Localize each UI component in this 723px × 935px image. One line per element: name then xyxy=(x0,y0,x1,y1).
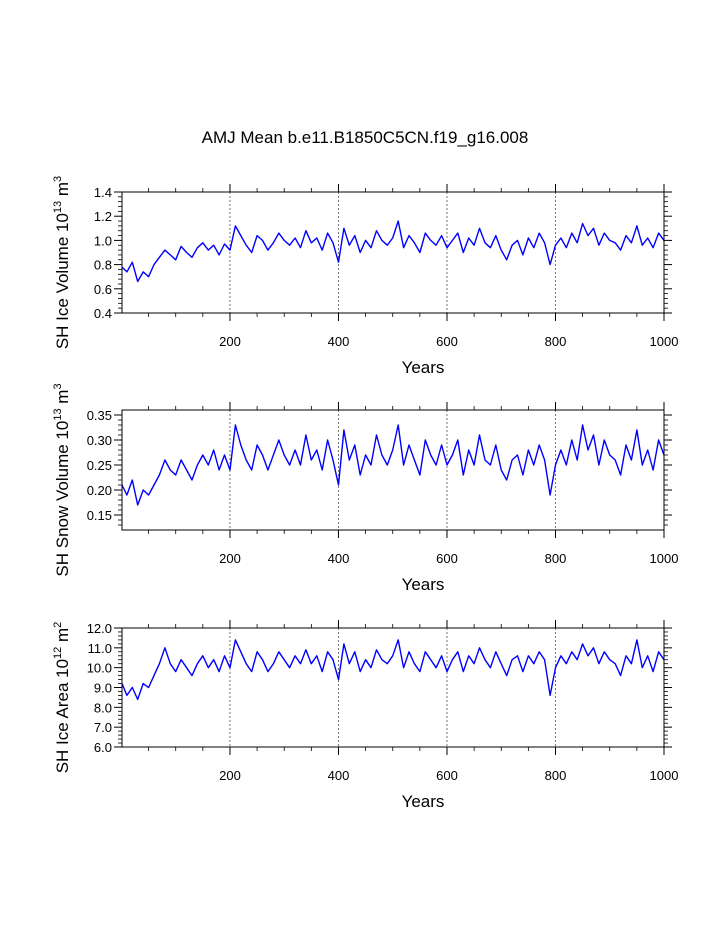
y-tick-label: 1.0 xyxy=(94,233,112,248)
y-axis-label-unit: m xyxy=(53,182,72,201)
x-tick-label: 800 xyxy=(545,334,567,349)
y-tick-label: 0.20 xyxy=(87,483,112,498)
x-tick-label: 200 xyxy=(219,551,241,566)
y-tick-label: 0.4 xyxy=(94,306,112,321)
y-axis-label-base: SH Ice Area 10 xyxy=(53,659,72,773)
plot-frame xyxy=(121,627,665,748)
x-axis-label: Years xyxy=(402,792,445,811)
y-tick-label: 8.0 xyxy=(94,700,112,715)
y-tick-label: 11.0 xyxy=(88,641,112,656)
y-axis-label-exponent: 13 xyxy=(52,201,64,213)
x-tick-label: 1000 xyxy=(650,334,679,349)
y-axis-label-unit: m xyxy=(53,628,72,647)
sh-snow-volume-panel: 200 400 600 800 1000 0.15 0.20 0.25 0.30 0.35 Year… xyxy=(52,383,678,594)
x-axis-label: Years xyxy=(402,575,445,594)
y-tick-label: 12.0 xyxy=(87,621,112,636)
plot-frame xyxy=(121,191,665,314)
x-tick-label: 800 xyxy=(545,551,567,566)
x-tick-label: 400 xyxy=(328,551,350,566)
x-tick-label: 1000 xyxy=(650,551,679,566)
series-line xyxy=(121,220,665,283)
y-axis-label-base: SH Snow Volume 10 xyxy=(53,421,72,577)
x-axis-label: Years xyxy=(402,358,445,377)
y-tick-label: 0.15 xyxy=(87,508,112,523)
y-axis-label-unit-exponent: 3 xyxy=(52,176,64,182)
y-axis-label-base: SH Ice Volume 10 xyxy=(53,213,72,349)
sh-ice-area-panel: 200 400 600 800 1000 6.0 7.0 8.0 9.0 10.0 11.0 12.0… xyxy=(52,620,678,811)
y-axis-label-exponent: 13 xyxy=(52,408,64,420)
x-tick-label: 400 xyxy=(328,334,350,349)
y-tick-label: 9.0 xyxy=(94,681,112,696)
y-tick-label: 6.0 xyxy=(94,740,112,755)
y-tick-label: 1.4 xyxy=(94,185,112,200)
series-line xyxy=(121,639,665,701)
x-tick-label: 600 xyxy=(436,768,458,783)
figure-title: AMJ Mean b.e11.B1850C5CN.f19_g16.008 xyxy=(202,128,529,147)
y-axis-label: SH Ice Volume 1013 m3 xyxy=(52,176,72,349)
x-tick-label: 200 xyxy=(219,768,241,783)
y-tick-label: 0.6 xyxy=(94,282,112,297)
x-tick-label: 600 xyxy=(436,551,458,566)
y-tick-label: 1.2 xyxy=(94,209,112,224)
y-tick-label: 0.8 xyxy=(94,258,112,273)
y-tick-label: 0.35 xyxy=(87,408,112,423)
y-axis-label: SH Snow Volume 1013 m3 xyxy=(52,383,72,576)
y-tick-label: 0.25 xyxy=(87,458,112,473)
y-axis-label-unit-exponent: 3 xyxy=(52,383,64,389)
y-tick-label: 0.30 xyxy=(87,433,112,448)
y-axis-label-unit: m xyxy=(53,390,72,409)
x-tick-label: 1000 xyxy=(650,768,679,783)
x-tick-label: 800 xyxy=(545,768,567,783)
y-axis-label-unit-exponent: 2 xyxy=(52,622,64,628)
y-axis-label: SH Ice Area 1012 m2 xyxy=(52,622,72,774)
y-tick-label: 10.0 xyxy=(87,661,112,676)
y-tick-label: 7.0 xyxy=(94,720,112,735)
x-tick-label: 600 xyxy=(436,334,458,349)
x-tick-label: 400 xyxy=(328,768,350,783)
y-axis-label-exponent: 12 xyxy=(52,647,64,659)
x-tick-label: 200 xyxy=(219,334,241,349)
sh-ice-volume-panel: 200 400 600 800 1000 0.4 0.6 0.8 1.0 1.2 1.4 Years S… xyxy=(52,176,678,377)
series-line xyxy=(121,424,665,506)
